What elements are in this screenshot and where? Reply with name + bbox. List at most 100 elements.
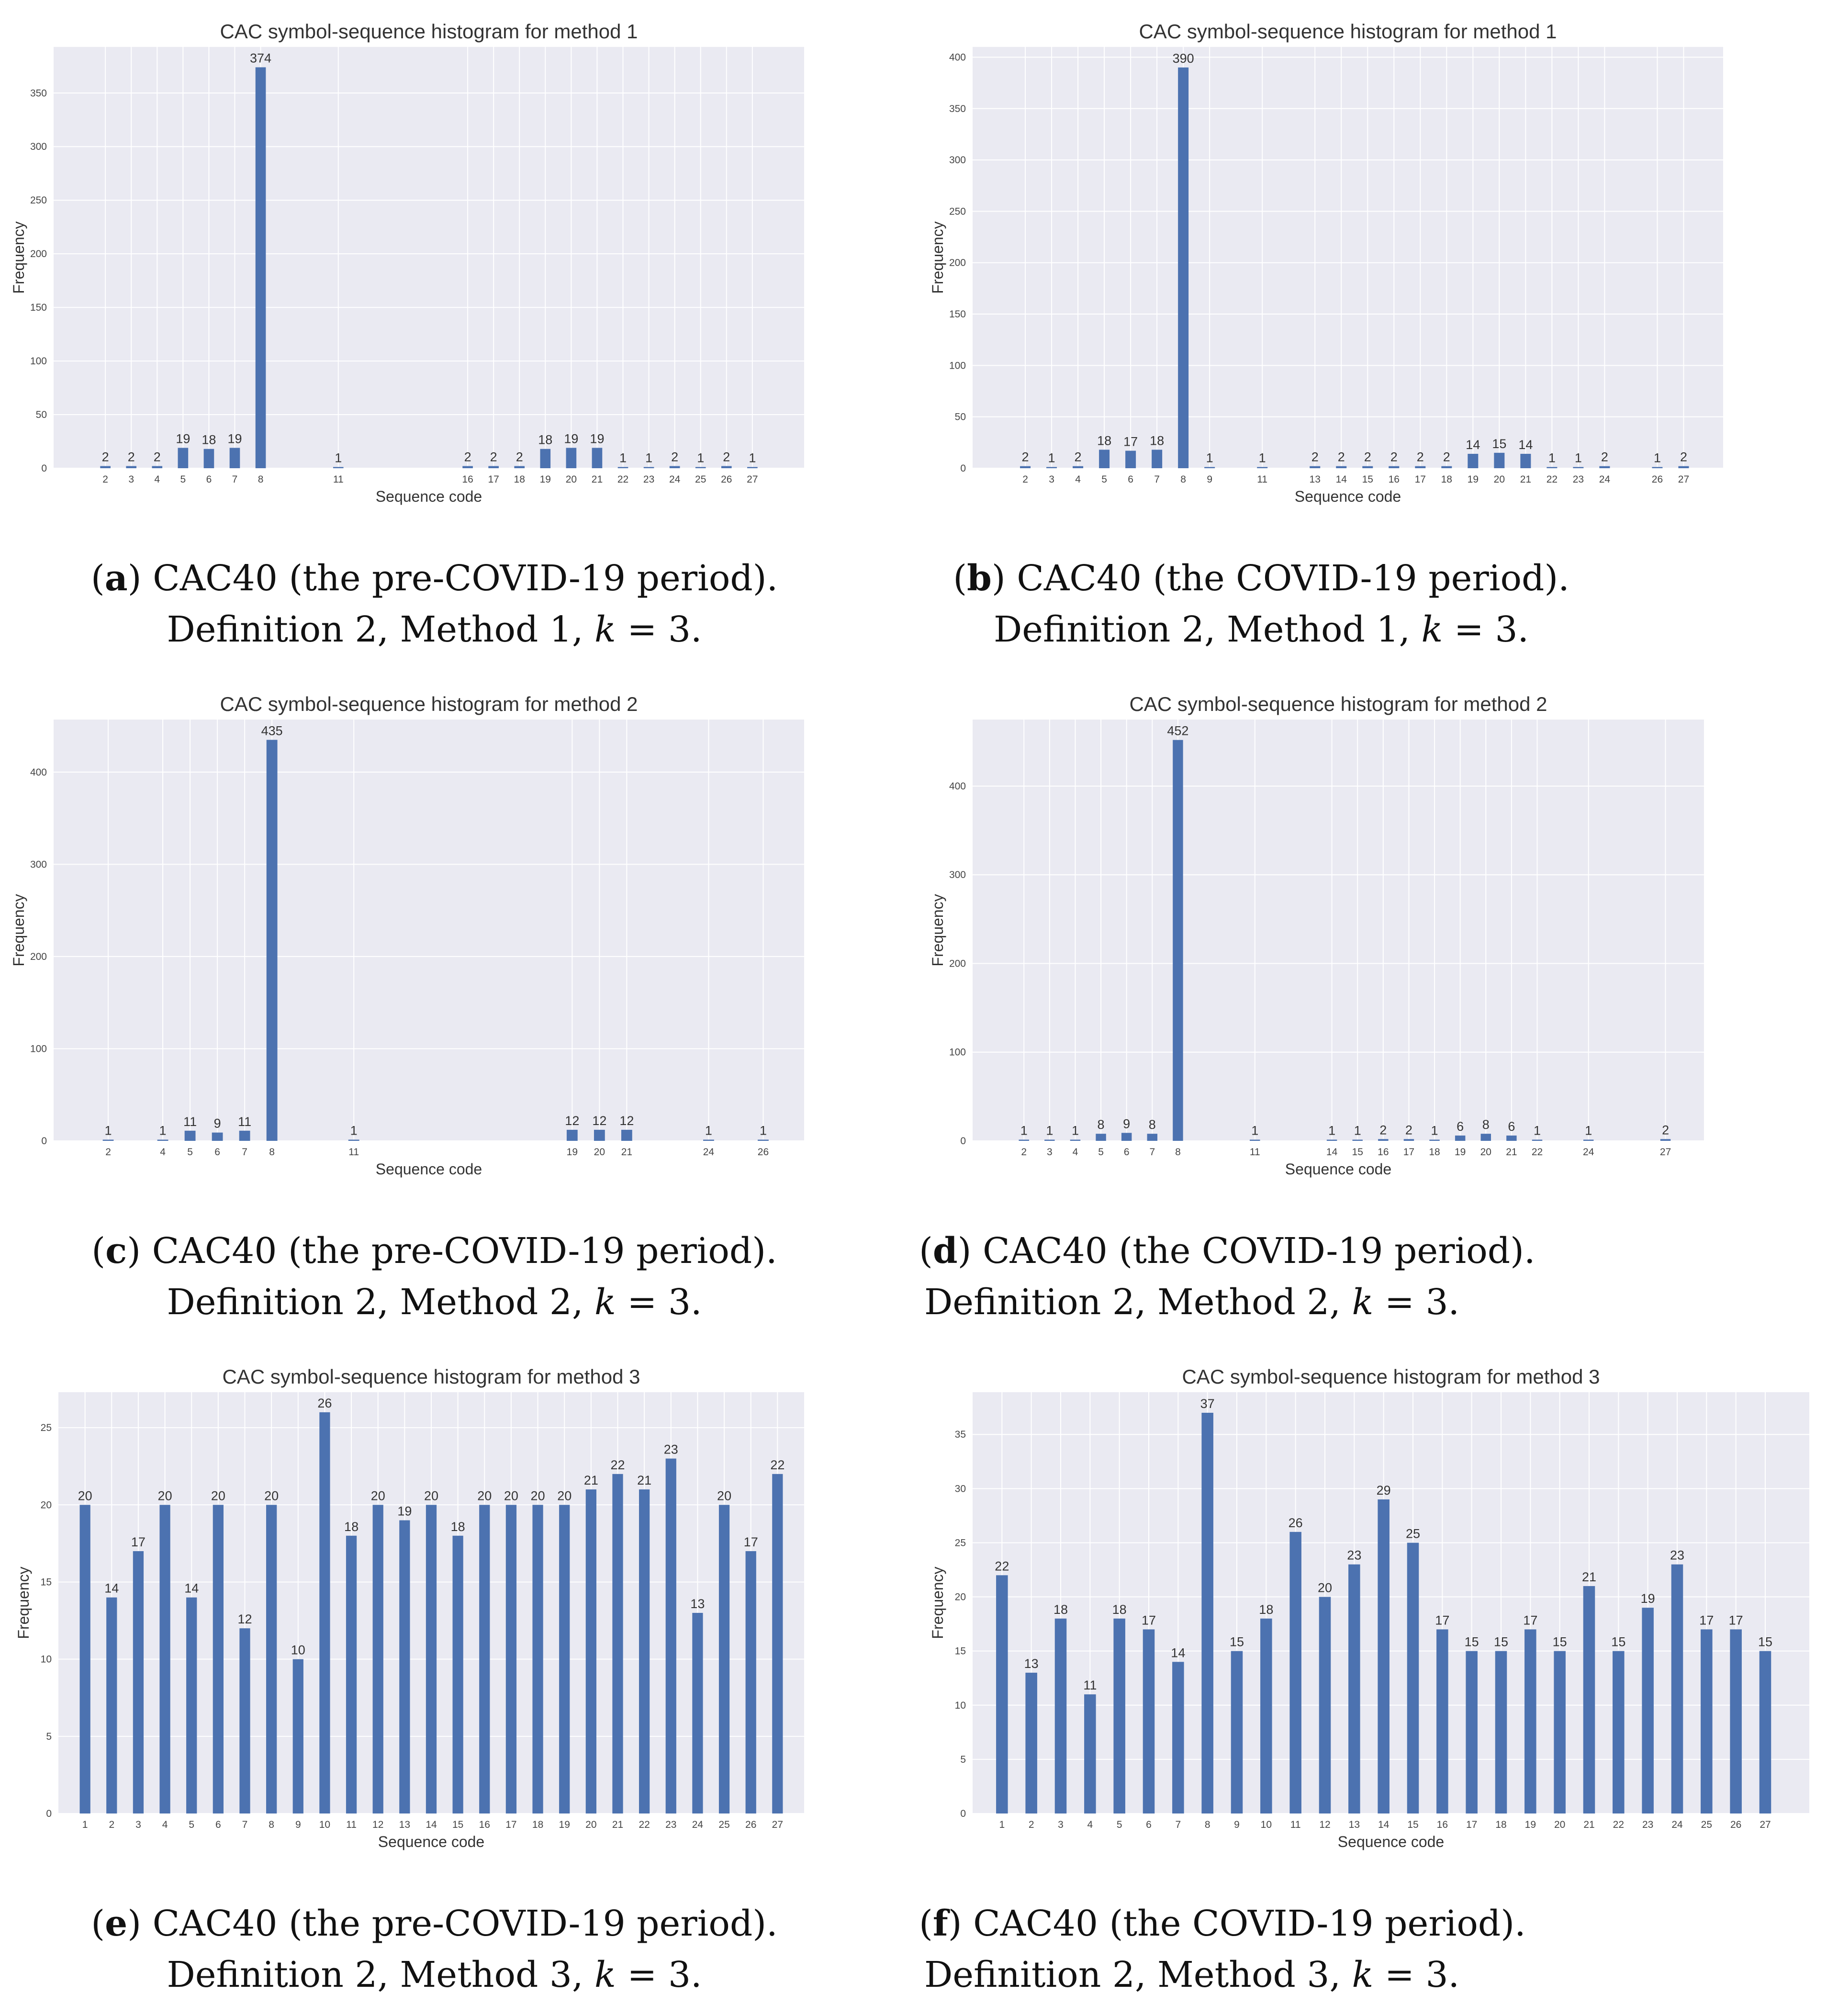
caption-k: k [594,609,616,650]
bar [1759,1651,1771,1813]
data-label: 20 [78,1488,92,1503]
y-axis-label: Frequency [15,1566,32,1639]
x-tick-label: 27 [1660,1147,1671,1158]
data-label: 23 [1347,1548,1361,1563]
x-tick-label: 21 [621,1147,632,1158]
data-label: 19 [227,431,242,446]
bar [1310,466,1321,468]
caption-line1: ) CAC40 (the pre-COVID-19 period). [127,1903,778,1944]
data-label: 374 [250,51,271,66]
data-label: 2 [1338,450,1345,464]
bar [718,1505,730,1813]
data-label: 14 [104,1581,119,1596]
data-label: 390 [1173,51,1194,66]
x-tick-label: 8 [1175,1147,1181,1158]
x-tick-label: 25 [718,1819,729,1830]
x-tick-label: 5 [1117,1819,1122,1830]
data-label: 21 [1582,1570,1596,1584]
x-tick-label: 2 [105,1147,111,1158]
x-tick-label: 17 [1415,474,1426,485]
x-tick-label: 6 [1146,1819,1152,1830]
data-label: 22 [770,1458,785,1472]
bar [1480,1134,1491,1141]
x-tick-label: 26 [1652,474,1663,485]
x-tick-label: 21 [1506,1147,1517,1158]
bar [540,449,551,468]
bar [514,466,525,468]
data-label: 1 [705,1124,712,1138]
bar [1113,1618,1125,1813]
bar [745,1551,756,1813]
data-label: 18 [1112,1602,1127,1617]
caption-c: (c) CAC40 (the pre-COVID-19 period). Def… [91,1230,777,1323]
x-tick-label: 27 [1760,1819,1771,1830]
data-label: 15 [1230,1635,1244,1649]
x-tick-label: 12 [372,1819,383,1830]
bar [1125,451,1136,468]
data-label: 19 [176,431,190,446]
x-tick-label: 16 [1437,1819,1448,1830]
bar [100,466,111,468]
bar [212,1132,223,1141]
bar [462,466,473,468]
chart-c: 1214115961174358111121912201221124126010… [10,693,804,1178]
bar [1583,1586,1595,1813]
data-label: 2 [1443,450,1450,464]
y-tick-label: 0 [960,1136,966,1147]
bar [203,449,214,468]
caption-line2: Definition 2, Method 1, [167,609,595,650]
x-tick-label: 6 [206,474,212,485]
x-tick-label: 2 [1022,474,1028,485]
y-tick-label: 200 [949,958,966,969]
x-tick-label: 17 [488,474,499,485]
x-tick-label: 8 [269,1147,275,1158]
bar [292,1659,303,1813]
bar [559,1505,570,1813]
x-tick-label: 4 [162,1819,168,1830]
panel-b: 2 2 1 3 2 4 18 5 17 6 18 7 390 8 1 9 1 11 2 13 2 14 2 15 2 16 2 17 2… [919,0,1838,670]
x-tick-label: 16 [479,1819,490,1830]
x-tick-label: 8 [1205,1819,1210,1830]
x-tick-label: 8 [1180,474,1186,485]
x-tick-label: 1 [82,1819,88,1830]
data-label: 2 [723,450,730,464]
bar [1441,466,1452,468]
bar [1554,1651,1566,1813]
data-label: 18 [538,433,552,447]
data-label: 25 [1406,1526,1420,1541]
y-tick-label: 100 [30,1043,47,1054]
y-tick-label: 15 [41,1577,52,1588]
y-tick-label: 10 [955,1700,966,1711]
bar [1660,1139,1671,1141]
data-label: 20 [557,1488,572,1503]
y-tick-label: 400 [949,781,966,792]
y-tick-label: 25 [41,1422,52,1433]
x-tick-label: 2 [109,1819,114,1830]
caption-line2-end: = 3. [1443,609,1529,650]
data-label: 1 [619,451,627,465]
bar [612,1474,623,1813]
x-tick-label: 22 [617,474,628,485]
data-label: 15 [1494,1635,1508,1649]
caption-line2: Definition 2, Method 2, [924,1282,1352,1323]
x-tick-label: 20 [1494,474,1505,485]
x-tick-label: 6 [214,1147,220,1158]
x-tick-label: 20 [566,474,577,485]
x-tick-label: 19 [1468,474,1479,485]
x-axis-label: Sequence code [376,488,482,505]
x-tick-label: 7 [1149,1147,1155,1158]
bar [1319,1597,1331,1813]
data-label: 1 [1251,1124,1258,1138]
x-tick-label: 19 [559,1819,570,1830]
x-axis-label: Sequence code [378,1833,484,1850]
bar [639,1489,650,1813]
x-tick-label: 25 [695,474,706,485]
x-tick-label: 22 [1613,1819,1624,1830]
y-tick-label: 10 [41,1654,52,1665]
bar [266,1505,277,1813]
data-label: 18 [202,433,216,447]
bar [1326,1139,1337,1141]
y-tick-label: 400 [949,52,966,63]
bar [426,1505,437,1813]
bar [1378,1139,1389,1141]
